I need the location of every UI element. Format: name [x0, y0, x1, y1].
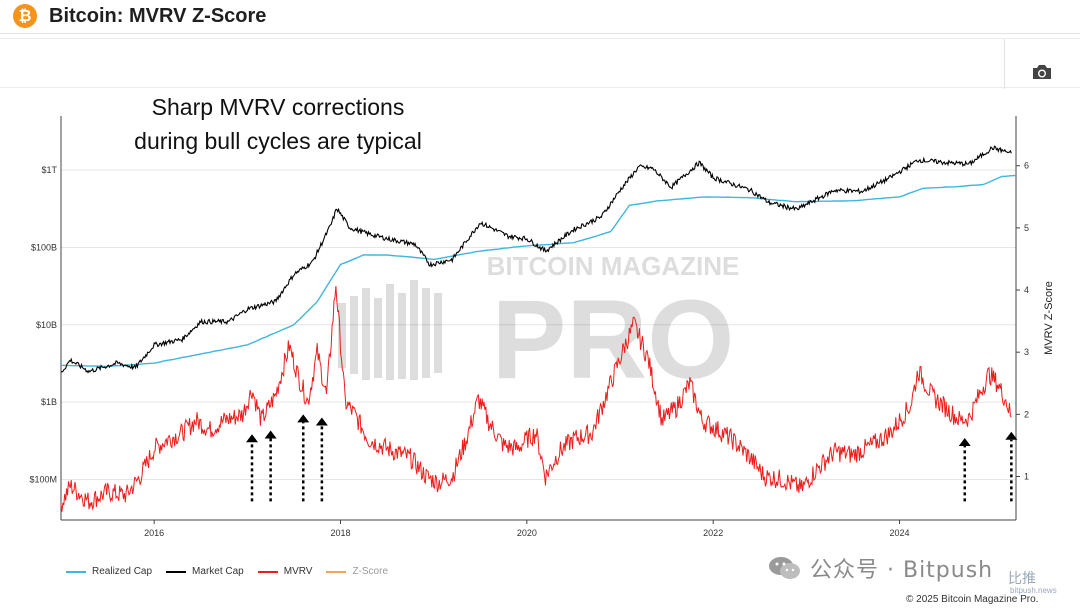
legend-item-market-cap[interactable]: Market Cap: [166, 566, 244, 577]
legend-swatch-zscore: [326, 570, 347, 573]
left-tick-label: $10B: [36, 320, 57, 330]
legend-label: MVRV: [283, 566, 313, 577]
right-tick-label: 6: [1024, 161, 1029, 171]
annotation-arrow-head: [246, 434, 258, 443]
mvrv-line: [60, 285, 1012, 512]
chart-legend: Realized Cap Market Cap MVRV Z-Score: [66, 566, 388, 577]
copyright-text: © 2025 Bitcoin Magazine Pro.: [906, 594, 1039, 605]
legend-swatch-realized: [66, 570, 86, 573]
legend-label: Market Cap: [192, 566, 244, 577]
right-tick-label: 2: [1024, 409, 1029, 419]
annotation-arrow-head: [958, 437, 971, 446]
x-tick-label: 2016: [144, 528, 164, 538]
chart-axes: $100M $1B $10B $100B $1T 2016 2018 2020 2022 2024…: [29, 116, 1029, 538]
chart-toolbar: [0, 38, 1080, 89]
page-title: Bitcoin: MVRV Z-Score: [49, 5, 267, 27]
annotation-arrow-head: [297, 414, 310, 423]
right-axis-title: MVRV Z-Score: [1043, 281, 1055, 355]
x-tick-label: 2024: [890, 528, 910, 538]
x-tick-label: 2020: [517, 528, 537, 538]
right-tick-label: 5: [1024, 223, 1029, 233]
legend-item-mvrv[interactable]: MVRV: [257, 566, 313, 577]
bitpush-url: bitpush.news: [1010, 586, 1057, 595]
legend-label: Realized Cap: [92, 566, 153, 577]
right-tick-label: 4: [1024, 285, 1029, 295]
legend-item-realized-cap[interactable]: Realized Cap: [66, 566, 152, 577]
watermark-bars-icon: [338, 280, 442, 380]
chart-arrows: [246, 414, 1018, 502]
left-tick-label: $100B: [31, 242, 57, 252]
toolbar-divider: [1004, 39, 1005, 89]
wechat-watermark: 公众号 · Bitpush: [768, 552, 993, 584]
legend-swatch-mvrv: [257, 570, 278, 573]
legend-swatch-market: [166, 570, 187, 573]
annotation-line-1: Sharp MVRV corrections: [152, 94, 405, 120]
realized-cap-line: [60, 174, 1017, 368]
bitpush-logo-text: 比推: [1008, 570, 1036, 586]
annotation-arrow-head: [1005, 431, 1018, 440]
watermark-brand-top: BITCOIN MAGAZINE: [487, 251, 740, 281]
left-tick-label: $1B: [41, 397, 57, 407]
watermark-brand-main: PRO: [492, 277, 735, 402]
legend-label: Z-Score: [352, 566, 389, 577]
chart-series: [60, 145, 1017, 512]
brand-watermark: BITCOIN MAGAZINE PRO: [338, 251, 739, 402]
x-tick-label: 2018: [330, 528, 350, 538]
bitcoin-logo-icon: ₿: [13, 4, 37, 28]
camera-icon[interactable]: [1031, 63, 1053, 81]
legend-item-z-score[interactable]: Z-Score: [326, 566, 388, 577]
right-tick-label: 1: [1024, 471, 1029, 481]
header-bar: ₿ Bitcoin: MVRV Z-Score: [0, 0, 1080, 34]
annotation-arrow-head: [264, 430, 277, 439]
left-tick-label: $100M: [29, 475, 57, 485]
annotation-line-2: during bull cycles are typical: [134, 128, 422, 154]
wechat-text: 公众号 · Bitpush: [810, 558, 994, 583]
left-tick-label: $1T: [41, 165, 57, 175]
annotation-arrow-head: [315, 417, 328, 426]
wechat-icon: [769, 557, 800, 579]
mvrv-chart: BITCOIN MAGAZINE PRO $100M$1B$10B$100B$1…: [29, 94, 1055, 538]
right-tick-label: 3: [1024, 347, 1029, 357]
x-tick-label: 2022: [703, 528, 723, 538]
market-cap-line: [60, 145, 1012, 374]
